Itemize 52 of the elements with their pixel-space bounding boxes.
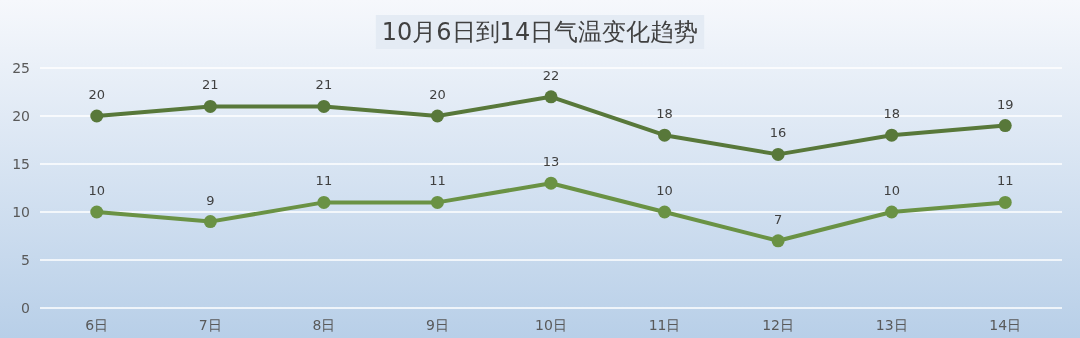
x-tick-label: 8日 bbox=[312, 317, 336, 333]
y-tick-label: 25 bbox=[12, 60, 30, 76]
point bbox=[317, 195, 331, 209]
point bbox=[430, 109, 444, 123]
x-tick-label: 13日 bbox=[875, 317, 908, 333]
x-tick-label: 9日 bbox=[425, 317, 449, 333]
point bbox=[317, 99, 331, 113]
point bbox=[544, 90, 558, 104]
x-tick-label: 6日 bbox=[85, 317, 109, 333]
y-tick-label: 0 bbox=[21, 300, 30, 316]
point bbox=[885, 205, 899, 219]
y-tick-label: 10 bbox=[12, 204, 30, 220]
data-label: 9 bbox=[206, 192, 215, 208]
y-tick-label: 15 bbox=[12, 156, 30, 172]
point bbox=[90, 109, 104, 123]
x-tick-label: 10日 bbox=[535, 317, 567, 333]
data-label: 18 bbox=[656, 106, 673, 122]
data-label: 10 bbox=[88, 183, 106, 198]
y-tick-label: 5 bbox=[21, 252, 30, 268]
data-label: 11 bbox=[429, 173, 446, 189]
data-label: 11 bbox=[315, 173, 333, 189]
point bbox=[544, 176, 558, 190]
point bbox=[771, 234, 785, 248]
data-label: 16 bbox=[769, 125, 787, 141]
data-label: 10 bbox=[883, 183, 900, 198]
data-label: 21 bbox=[202, 77, 219, 93]
data-label: 10 bbox=[656, 183, 673, 198]
y-tick-label: 20 bbox=[12, 108, 30, 124]
data-label: 22 bbox=[542, 67, 560, 83]
chart-title: 10月6日到14日气温变化趋势 bbox=[381, 18, 699, 46]
point bbox=[203, 215, 217, 229]
point bbox=[430, 195, 444, 209]
point bbox=[771, 147, 785, 161]
point bbox=[998, 119, 1012, 133]
point bbox=[203, 99, 217, 113]
x-tick-label: 14日 bbox=[989, 317, 1022, 333]
data-label: 13 bbox=[542, 154, 560, 170]
point bbox=[658, 205, 672, 219]
data-label: 20 bbox=[429, 87, 446, 102]
data-label: 19 bbox=[996, 96, 1014, 112]
data-label: 11 bbox=[996, 173, 1014, 189]
data-label: 21 bbox=[315, 77, 333, 93]
x-tick-label: 7日 bbox=[198, 317, 222, 333]
point bbox=[885, 128, 899, 142]
data-label: 20 bbox=[88, 87, 106, 102]
x-tick-label: 11日 bbox=[648, 317, 681, 333]
point bbox=[90, 205, 104, 219]
data-label: 7 bbox=[773, 211, 783, 227]
x-tick-label: 12日 bbox=[762, 317, 795, 333]
point bbox=[658, 128, 672, 142]
point bbox=[998, 195, 1012, 209]
data-label: 18 bbox=[883, 106, 900, 122]
